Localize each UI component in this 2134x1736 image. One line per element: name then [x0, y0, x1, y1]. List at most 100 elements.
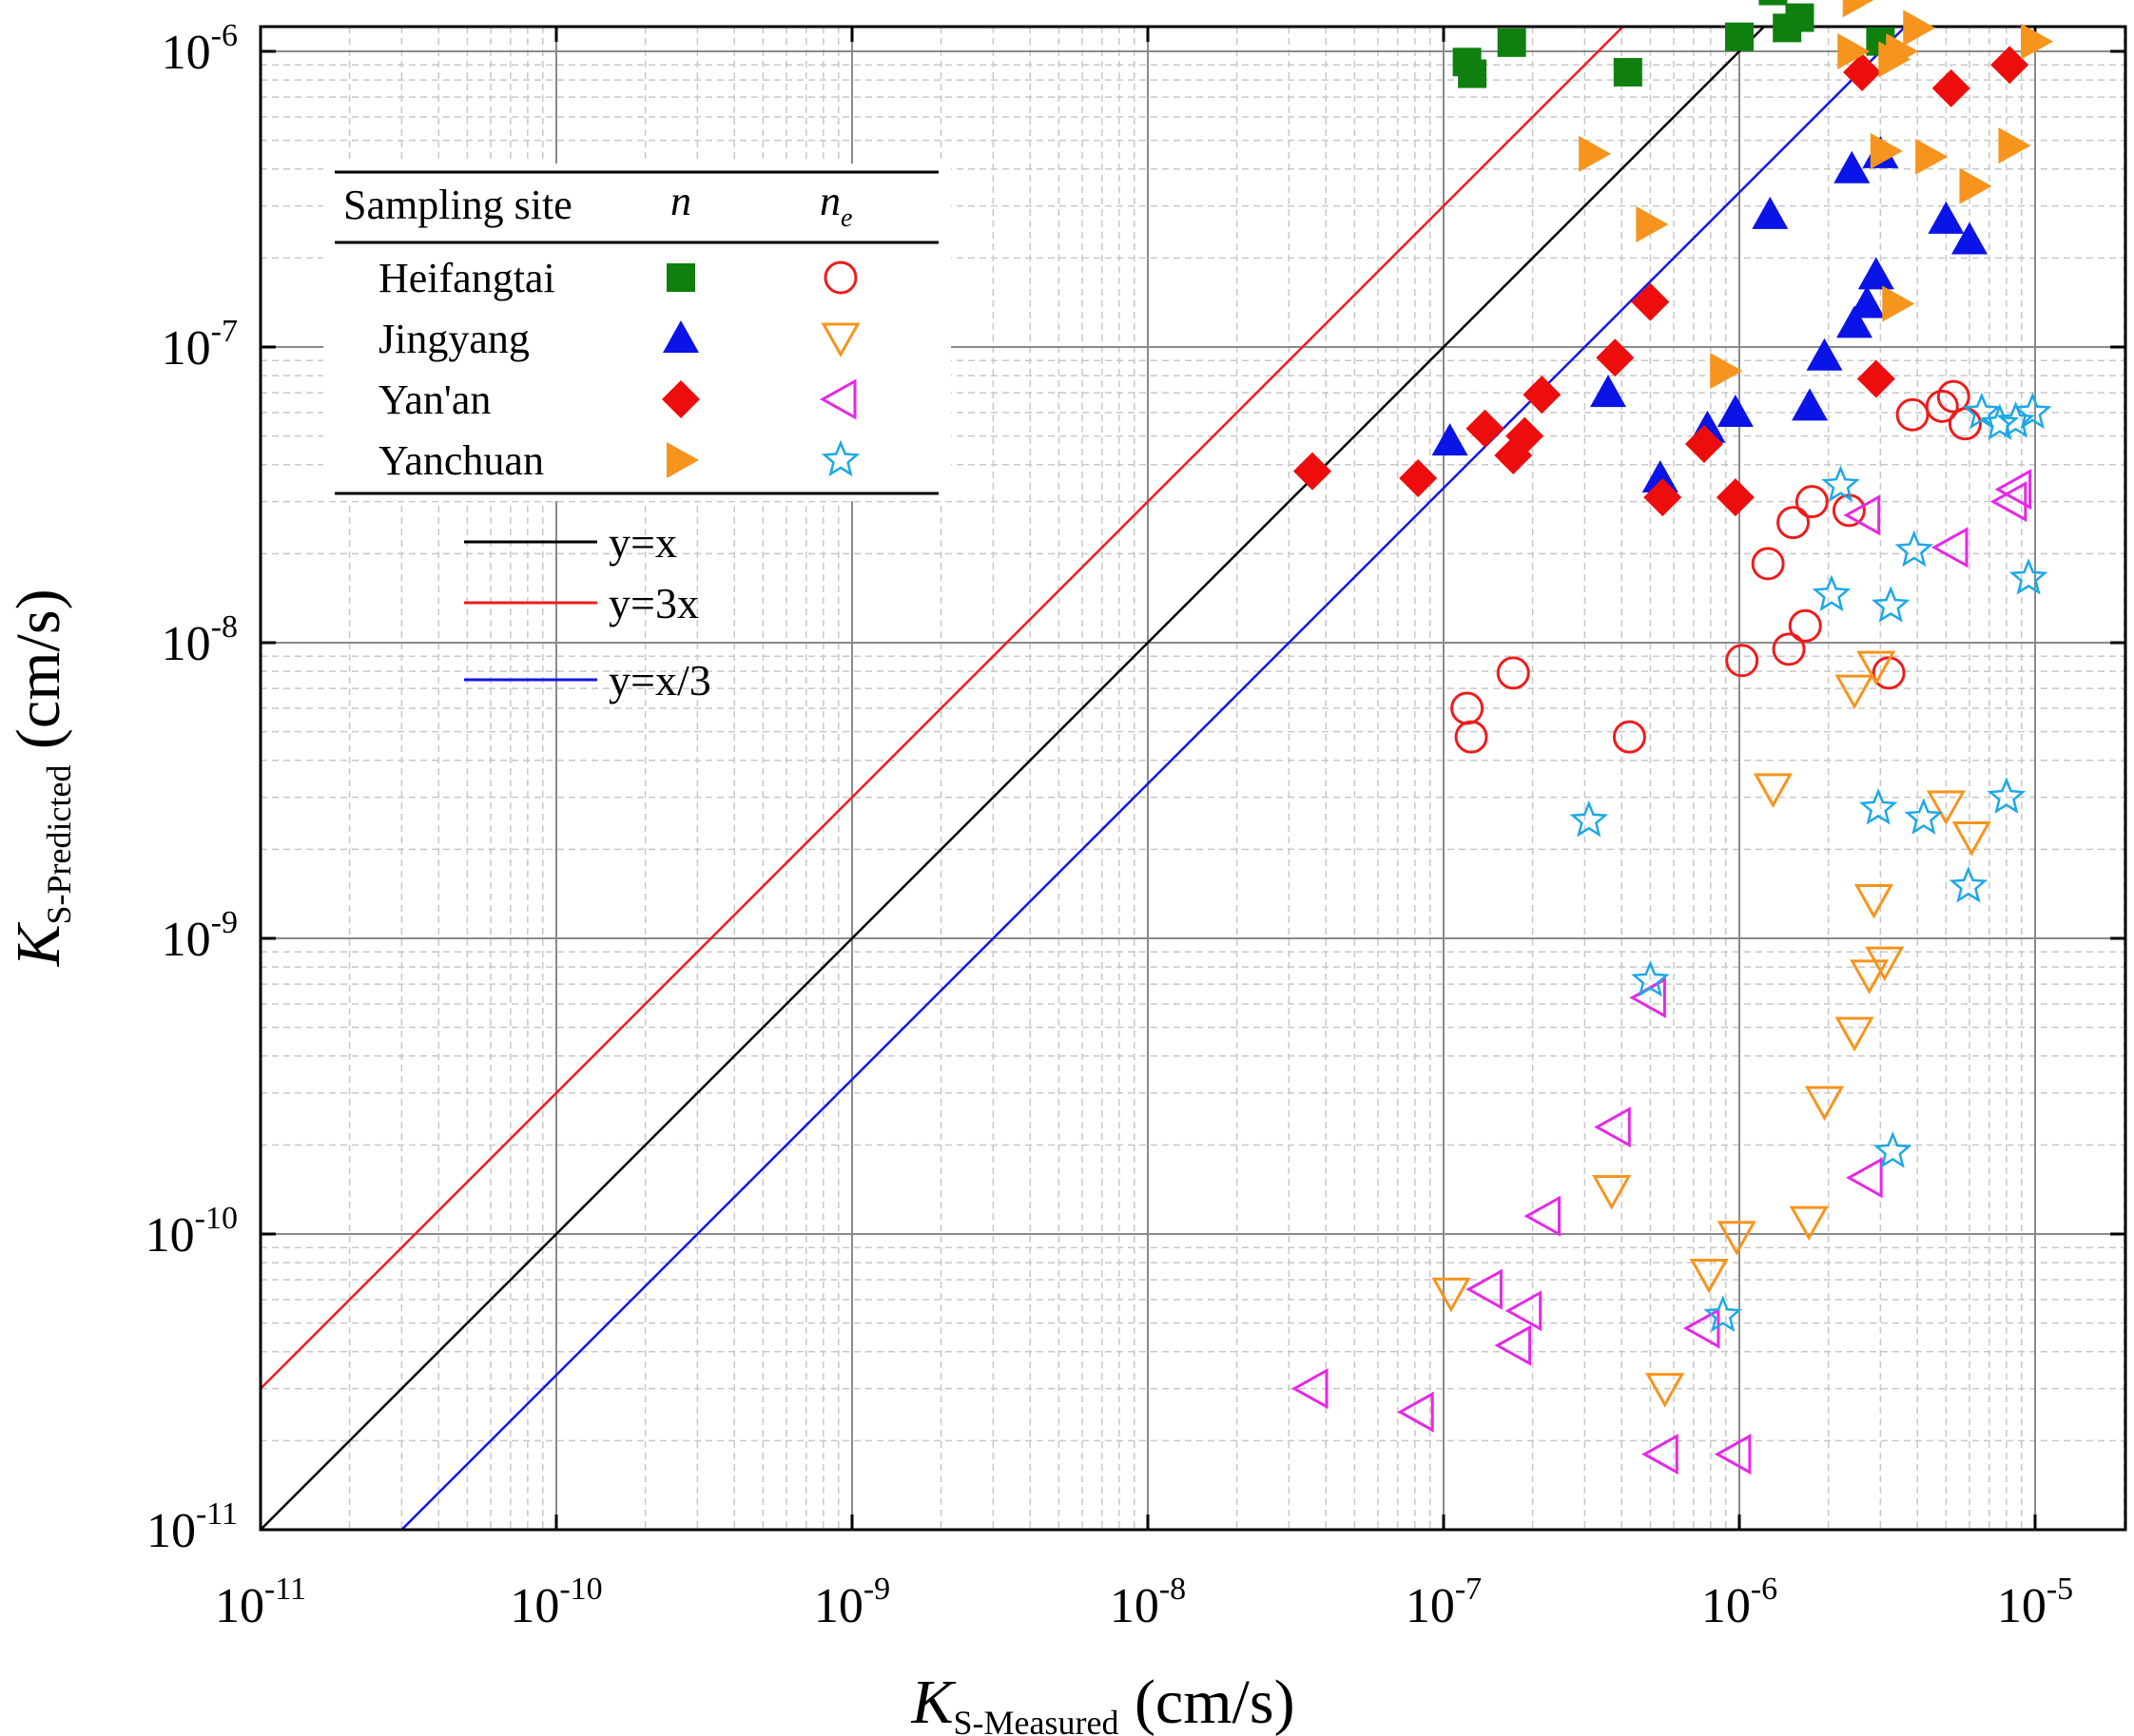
x-tick-label: 10-8 [1110, 1572, 1186, 1633]
series-yanchuan-n [1579, 0, 2053, 390]
data-point-yanchuan-ne [1872, 1130, 1912, 1168]
x-tick-label: 10-11 [215, 1572, 306, 1633]
data-point-yanchuan-n [1636, 205, 1669, 242]
x-tick-label-base: 10 [814, 1579, 863, 1633]
data-point-jingyang-n [1836, 305, 1873, 338]
x-tick-label-base: 10 [510, 1579, 559, 1633]
data-point-yanan-n [1843, 52, 1882, 91]
y-tick-label-base: 10 [162, 321, 211, 376]
y-tick-label-exponent: -10 [195, 1201, 238, 1236]
data-point-jingyang-n [1431, 423, 1468, 456]
data-point-heifangtai-n [1758, 0, 1788, 6]
legend-site-label: Yanchuan [378, 437, 544, 484]
y-axis-title: KS-Predicted (cm/s) [4, 588, 78, 967]
data-point-heifangtai-n [1613, 57, 1642, 87]
data-point-jingyang-ne [1834, 674, 1874, 710]
series-yanchuan-ne [1569, 392, 2052, 1332]
y-tick-label: 10-11 [146, 1496, 238, 1558]
legend-header-ne: ne [820, 178, 852, 233]
reference-line-y-3x [261, 27, 1625, 1390]
data-point-jingyang-n [1752, 196, 1789, 229]
data-point-jingyang-ne [1592, 1175, 1632, 1210]
data-point-jingyang-ne [1853, 883, 1894, 919]
legend-marker-yanan-ne [819, 378, 857, 420]
reference-line-y-x [261, 27, 1766, 1530]
y-tick-label: 10-6 [162, 18, 238, 80]
data-point-yanchuan-n [1710, 353, 1743, 390]
data-point-yanan-n [1931, 68, 1970, 107]
data-point-heifangtai-n [1497, 28, 1526, 57]
legend-header-n: n [670, 178, 691, 224]
data-point-heifangtai-ne [1948, 407, 1982, 441]
x-tick-label: 10-6 [1701, 1572, 1777, 1633]
data-point-yanan-n [1631, 282, 1670, 321]
data-point-yanchuan-n [2021, 23, 2053, 60]
series-yanan-n [1293, 46, 2029, 517]
legend-marker-yanchuan-n [667, 442, 699, 478]
x-tick-label: 10-10 [510, 1572, 602, 1633]
y-tick-label: 10-7 [162, 314, 238, 376]
legend-site-label: Heifangtai [378, 255, 555, 301]
y-tick-label-base: 10 [162, 26, 211, 80]
data-point-yanan-ne [1594, 1106, 1631, 1148]
data-point-yanchuan-ne [1569, 800, 1609, 838]
data-point-yanan-ne [1714, 1434, 1752, 1476]
data-point-jingyang-ne [1689, 1259, 1729, 1294]
data-point-jingyang-n [1590, 375, 1627, 408]
data-point-yanan-ne [1846, 1157, 1883, 1199]
data-point-yanan-ne [1682, 1307, 1720, 1349]
data-point-yanchuan-ne [1980, 403, 2020, 440]
plot-frame [259, 25, 2127, 1532]
data-point-yanan-ne [1523, 1195, 1561, 1237]
data-point-yanchuan-n [1959, 167, 1992, 204]
data-point-yanan-ne [1641, 1434, 1678, 1476]
data-point-heifangtai-ne [1772, 632, 1806, 666]
data-point-yanchuan-ne [1812, 574, 1852, 612]
data-point-heifangtai-ne [1788, 608, 1822, 643]
y-tick-label-exponent: -8 [211, 609, 238, 645]
data-point-yanan-ne [1397, 1391, 1434, 1433]
data-point-heifangtai-n [1725, 22, 1754, 51]
y-tick-label: 10-8 [162, 609, 238, 671]
data-point-jingyang-ne [1789, 1206, 1829, 1242]
data-point-yanchuan-ne [1858, 788, 1898, 825]
legend-site-label: Jingyang [378, 316, 530, 362]
data-point-jingyang-ne [1753, 773, 1794, 808]
data-point-yanchuan-n [1998, 127, 2031, 164]
legend-marker-heifangtai-ne [824, 260, 858, 295]
data-point-yanchuan-n [1903, 10, 1936, 47]
legend-marker-yanchuan-ne [821, 439, 861, 477]
data-point-yanan-n [1643, 478, 1682, 517]
data-point-yanan-n [1716, 478, 1755, 517]
data-point-yanan-ne [1290, 1368, 1329, 1410]
y-axis-title-sub: S-Predicted [40, 765, 78, 925]
y-axis-title-main: K [4, 922, 73, 968]
series-jingyang-ne [1431, 650, 1991, 1408]
data-point-yanchuan-ne [1703, 1295, 1743, 1332]
data-point-yanchuan-ne [2008, 558, 2048, 595]
data-point-jingyang-n [1951, 222, 1988, 255]
x-tick-label-base: 10 [1110, 1579, 1159, 1633]
x-tick-label-exponent: -7 [1455, 1572, 1482, 1607]
data-point-yanan-ne [1989, 481, 2027, 523]
legend-marker-heifangtai-n [667, 263, 695, 292]
data-point-jingyang-n [1717, 394, 1754, 427]
data-point-yanan-n [1990, 46, 2029, 85]
data-point-yanan-ne [1994, 469, 2032, 511]
y-tick-label: 10-9 [162, 905, 238, 967]
data-point-yanan-ne [1465, 1268, 1503, 1310]
x-tick-label: 10-7 [1406, 1572, 1482, 1633]
data-point-jingyang-n [1857, 257, 1894, 290]
data-point-yanchuan-ne [1871, 586, 1911, 623]
data-point-yanan-n [1596, 338, 1635, 377]
legend-marker-jingyang-n [663, 320, 699, 353]
x-tick-label-base: 10 [1701, 1579, 1751, 1633]
data-point-yanan-n [1293, 452, 1332, 491]
x-tick-label-base: 10 [215, 1579, 264, 1633]
data-point-heifangtai-ne [1936, 379, 1970, 414]
y-tick-label-exponent: -11 [196, 1496, 238, 1532]
data-point-yanchuan-ne [1821, 465, 1860, 502]
y-tick-label-exponent: -9 [211, 905, 238, 940]
data-point-jingyang-n [1792, 388, 1829, 421]
